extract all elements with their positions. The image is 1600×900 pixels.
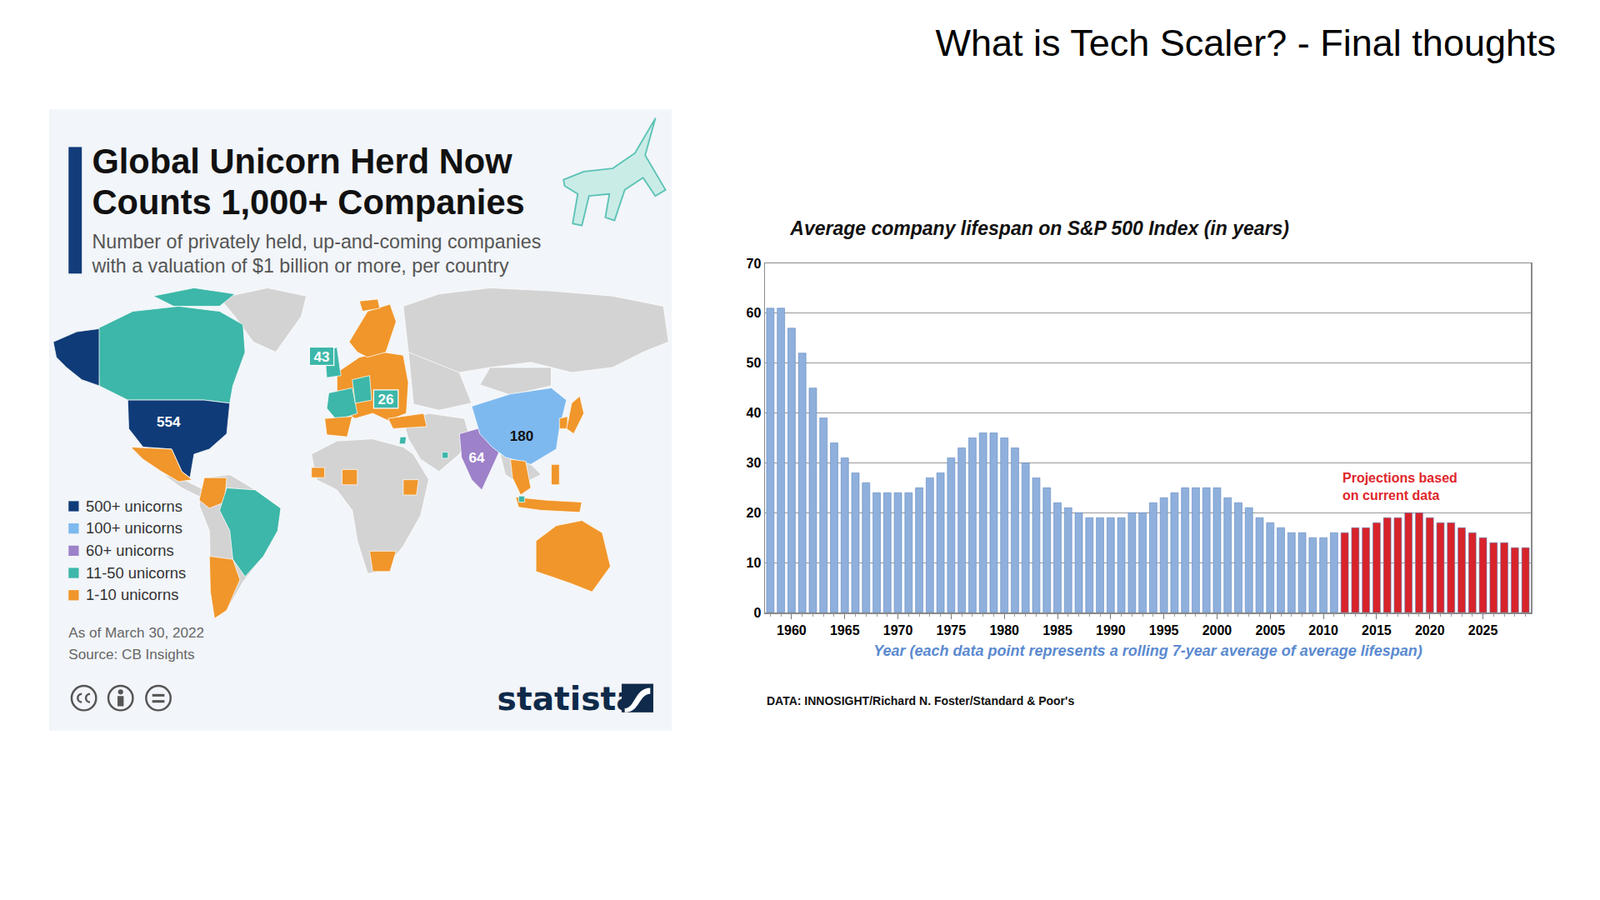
- svg-text:50: 50: [746, 355, 762, 370]
- svg-text:40: 40: [746, 405, 762, 420]
- svg-text:statista: statista: [497, 680, 639, 718]
- svg-text:10: 10: [746, 555, 762, 570]
- svg-text:2020: 2020: [1415, 623, 1445, 638]
- svg-text:1995: 1995: [1149, 623, 1180, 638]
- svg-text:1960: 1960: [776, 623, 807, 638]
- html-text:What is Tech Scaler? - Final t: What is Tech Scaler? - Final thoughts: [935, 21, 1556, 65]
- svg-text:60+ unicorns: 60+ unicorns: [85, 541, 175, 560]
- svg-text:Source: CB Insights: Source: CB Insights: [68, 645, 195, 663]
- svg-text:70: 70: [746, 256, 762, 271]
- svg-text:26: 26: [378, 390, 395, 408]
- svg-text:20: 20: [746, 505, 762, 520]
- svg-text:11-50 unicorns: 11-50 unicorns: [85, 564, 186, 582]
- svg-text:Counts 1,000+ Companies: Counts 1,000+ Companies: [91, 182, 525, 222]
- svg-text:30: 30: [746, 455, 762, 470]
- svg-text:1970: 1970: [883, 623, 914, 638]
- svg-text:1980: 1980: [989, 623, 1020, 638]
- svg-text:1-10 unicorns: 1-10 unicorns: [85, 585, 179, 604]
- svg-text:100+ unicorns: 100+ unicorns: [85, 519, 183, 537]
- svg-text:180: 180: [510, 427, 535, 445]
- svg-text:Number of privately held, up-a: Number of privately held, up-and-coming …: [91, 230, 541, 253]
- svg-text:Projections basedon current da: Projections basedon current data: [1342, 470, 1458, 503]
- svg-text:As of March 30, 2022: As of March 30, 2022: [68, 624, 205, 641]
- svg-text:Year (each data point represen: Year (each data point represents a rolli…: [873, 642, 1423, 660]
- svg-text:2010: 2010: [1308, 623, 1339, 638]
- svg-text:2005: 2005: [1255, 623, 1285, 638]
- svg-text:1985: 1985: [1042, 623, 1073, 638]
- svg-text:2025: 2025: [1468, 623, 1499, 638]
- svg-text:0: 0: [753, 605, 761, 620]
- svg-text:60: 60: [746, 305, 762, 320]
- svg-text:2015: 2015: [1361, 623, 1392, 638]
- svg-text:64: 64: [469, 449, 486, 466]
- svg-text:Average company lifespan on S&: Average company lifespan on S&P 500 Inde…: [789, 217, 1290, 240]
- svg-text:500+ unicorns: 500+ unicorns: [85, 497, 183, 515]
- svg-text:1965: 1965: [830, 623, 860, 638]
- svg-text:with a valuation of $1 billion: with a valuation of $1 billion or more, …: [90, 255, 510, 277]
- svg-text:DATA: INNOSIGHT/Richard N. Fos: DATA: INNOSIGHT/Richard N. Foster/Standa…: [766, 694, 1075, 708]
- svg-text:1975: 1975: [936, 623, 967, 638]
- svg-text:554: 554: [156, 413, 181, 430]
- svg-text:2000: 2000: [1202, 623, 1233, 638]
- svg-text:43: 43: [313, 348, 330, 365]
- svg-text:Global Unicorn Herd Now: Global Unicorn Herd Now: [91, 141, 513, 181]
- svg-text:1990: 1990: [1095, 623, 1126, 638]
